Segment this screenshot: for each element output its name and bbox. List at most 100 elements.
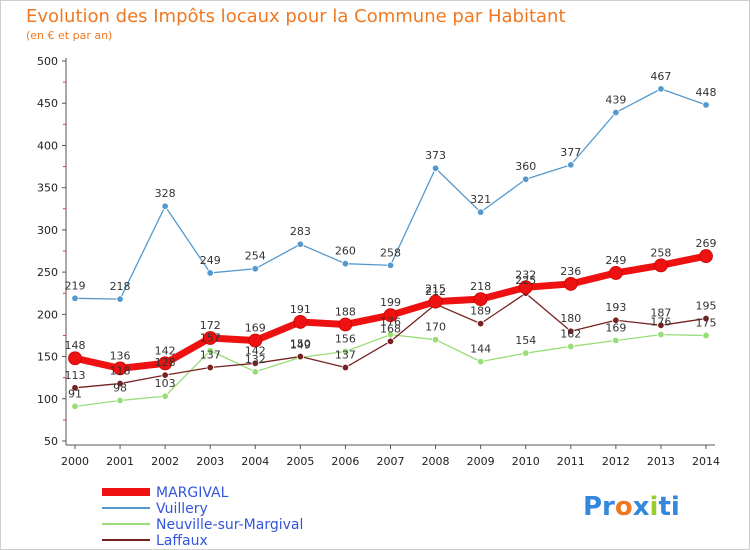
- y-tick-label: 100: [37, 393, 58, 406]
- legend-label: Vuillery: [156, 501, 208, 517]
- data-point: [431, 335, 440, 344]
- data-label: 225: [515, 274, 536, 287]
- x-tick-label: 2001: [106, 455, 134, 468]
- data-label: 199: [380, 296, 401, 309]
- data-point: [341, 363, 350, 372]
- data-label: 137: [200, 349, 221, 362]
- data-point: [251, 359, 259, 368]
- data-label: 149: [290, 338, 311, 351]
- svg-text:Proxiti: Proxiti: [583, 492, 680, 522]
- chart-title: Evolution des Impôts locaux pour la Comm…: [26, 6, 566, 27]
- data-label: 188: [335, 305, 356, 318]
- data-label: 169: [605, 322, 626, 335]
- data-point: [518, 280, 533, 295]
- data-point: [383, 308, 398, 323]
- x-tick-label: 2004: [241, 455, 269, 468]
- data-point: [567, 342, 575, 351]
- y-tick-label: 150: [37, 351, 58, 364]
- data-label: 176: [650, 316, 671, 329]
- data-point: [161, 392, 169, 400]
- data-label: 439: [605, 94, 626, 107]
- data-point: [158, 356, 173, 371]
- data-label: 113: [65, 369, 86, 382]
- data-label: 467: [650, 70, 671, 83]
- data-label: 172: [200, 319, 221, 332]
- data-label: 195: [696, 300, 717, 313]
- data-label: 180: [560, 312, 581, 325]
- data-point: [386, 261, 395, 270]
- data-label: 142: [245, 344, 266, 357]
- data-point: [522, 349, 530, 357]
- data-point: [116, 396, 124, 405]
- data-label: 360: [515, 160, 536, 173]
- data-label: 148: [65, 339, 86, 352]
- data-point: [657, 330, 665, 339]
- y-tick-label: 400: [37, 139, 58, 152]
- data-label: 189: [470, 305, 491, 318]
- data-label: 156: [335, 332, 356, 345]
- x-tick-label: 2014: [692, 455, 720, 468]
- data-point: [116, 379, 124, 388]
- data-point: [567, 327, 575, 335]
- data-label: 170: [425, 321, 446, 334]
- data-point: [161, 371, 169, 379]
- x-tick-label: 2006: [331, 455, 359, 468]
- data-point: [431, 164, 440, 172]
- data-point: [657, 85, 665, 93]
- data-label: 175: [696, 316, 717, 329]
- y-tick-label: 200: [37, 308, 58, 321]
- data-point: [612, 108, 620, 117]
- data-point: [476, 208, 485, 216]
- data-label: 236: [560, 265, 581, 278]
- legend-label: Neuville-sur-Margival: [156, 517, 303, 533]
- data-label: 128: [155, 356, 176, 369]
- x-tick-label: 2002: [151, 455, 179, 468]
- series-layer: [68, 85, 713, 411]
- data-point: [206, 346, 214, 355]
- data-label: 169: [245, 322, 266, 335]
- data-point: [206, 363, 214, 372]
- data-point: [71, 294, 79, 302]
- data-label: 283: [290, 225, 311, 238]
- logo-part-1: Pr: [583, 492, 615, 522]
- data-point: [612, 336, 620, 345]
- x-tick-label: 2005: [286, 455, 314, 468]
- data-point: [68, 351, 82, 366]
- data-point: [161, 202, 169, 210]
- x-tick-label: 2008: [422, 455, 450, 468]
- data-label: 193: [605, 301, 626, 314]
- data-point: [203, 331, 218, 345]
- data-label: 232: [515, 268, 536, 281]
- data-point: [654, 258, 668, 273]
- data-point: [341, 259, 350, 268]
- data-label: 377: [560, 146, 581, 159]
- data-label: 142: [155, 344, 176, 357]
- data-point: [699, 249, 713, 263]
- data-point: [702, 331, 710, 340]
- data-point: [251, 368, 259, 376]
- proxiti-logo: Proxiti: [583, 492, 680, 522]
- y-tick-label: 250: [37, 266, 58, 279]
- x-tick-label: 2011: [557, 455, 585, 468]
- data-point: [612, 316, 620, 324]
- data-point: [113, 361, 127, 376]
- data-point: [296, 352, 305, 361]
- data-point: [341, 347, 350, 356]
- x-tick-label: 2003: [196, 455, 224, 468]
- data-label: 218: [110, 280, 131, 293]
- y-tick-label: 500: [37, 55, 58, 68]
- data-label: 215: [425, 283, 446, 296]
- data-point: [657, 321, 665, 330]
- data-point: [473, 292, 488, 307]
- data-point: [71, 384, 79, 392]
- data-label: 137: [335, 349, 356, 362]
- logo-part-2: o: [615, 492, 633, 522]
- data-point: [428, 294, 443, 309]
- y-tick-label: 300: [37, 224, 58, 237]
- data-label: 118: [110, 365, 131, 378]
- data-point: [608, 266, 623, 280]
- data-point: [251, 265, 259, 273]
- data-label: 321: [470, 193, 491, 206]
- data-point: [71, 402, 79, 411]
